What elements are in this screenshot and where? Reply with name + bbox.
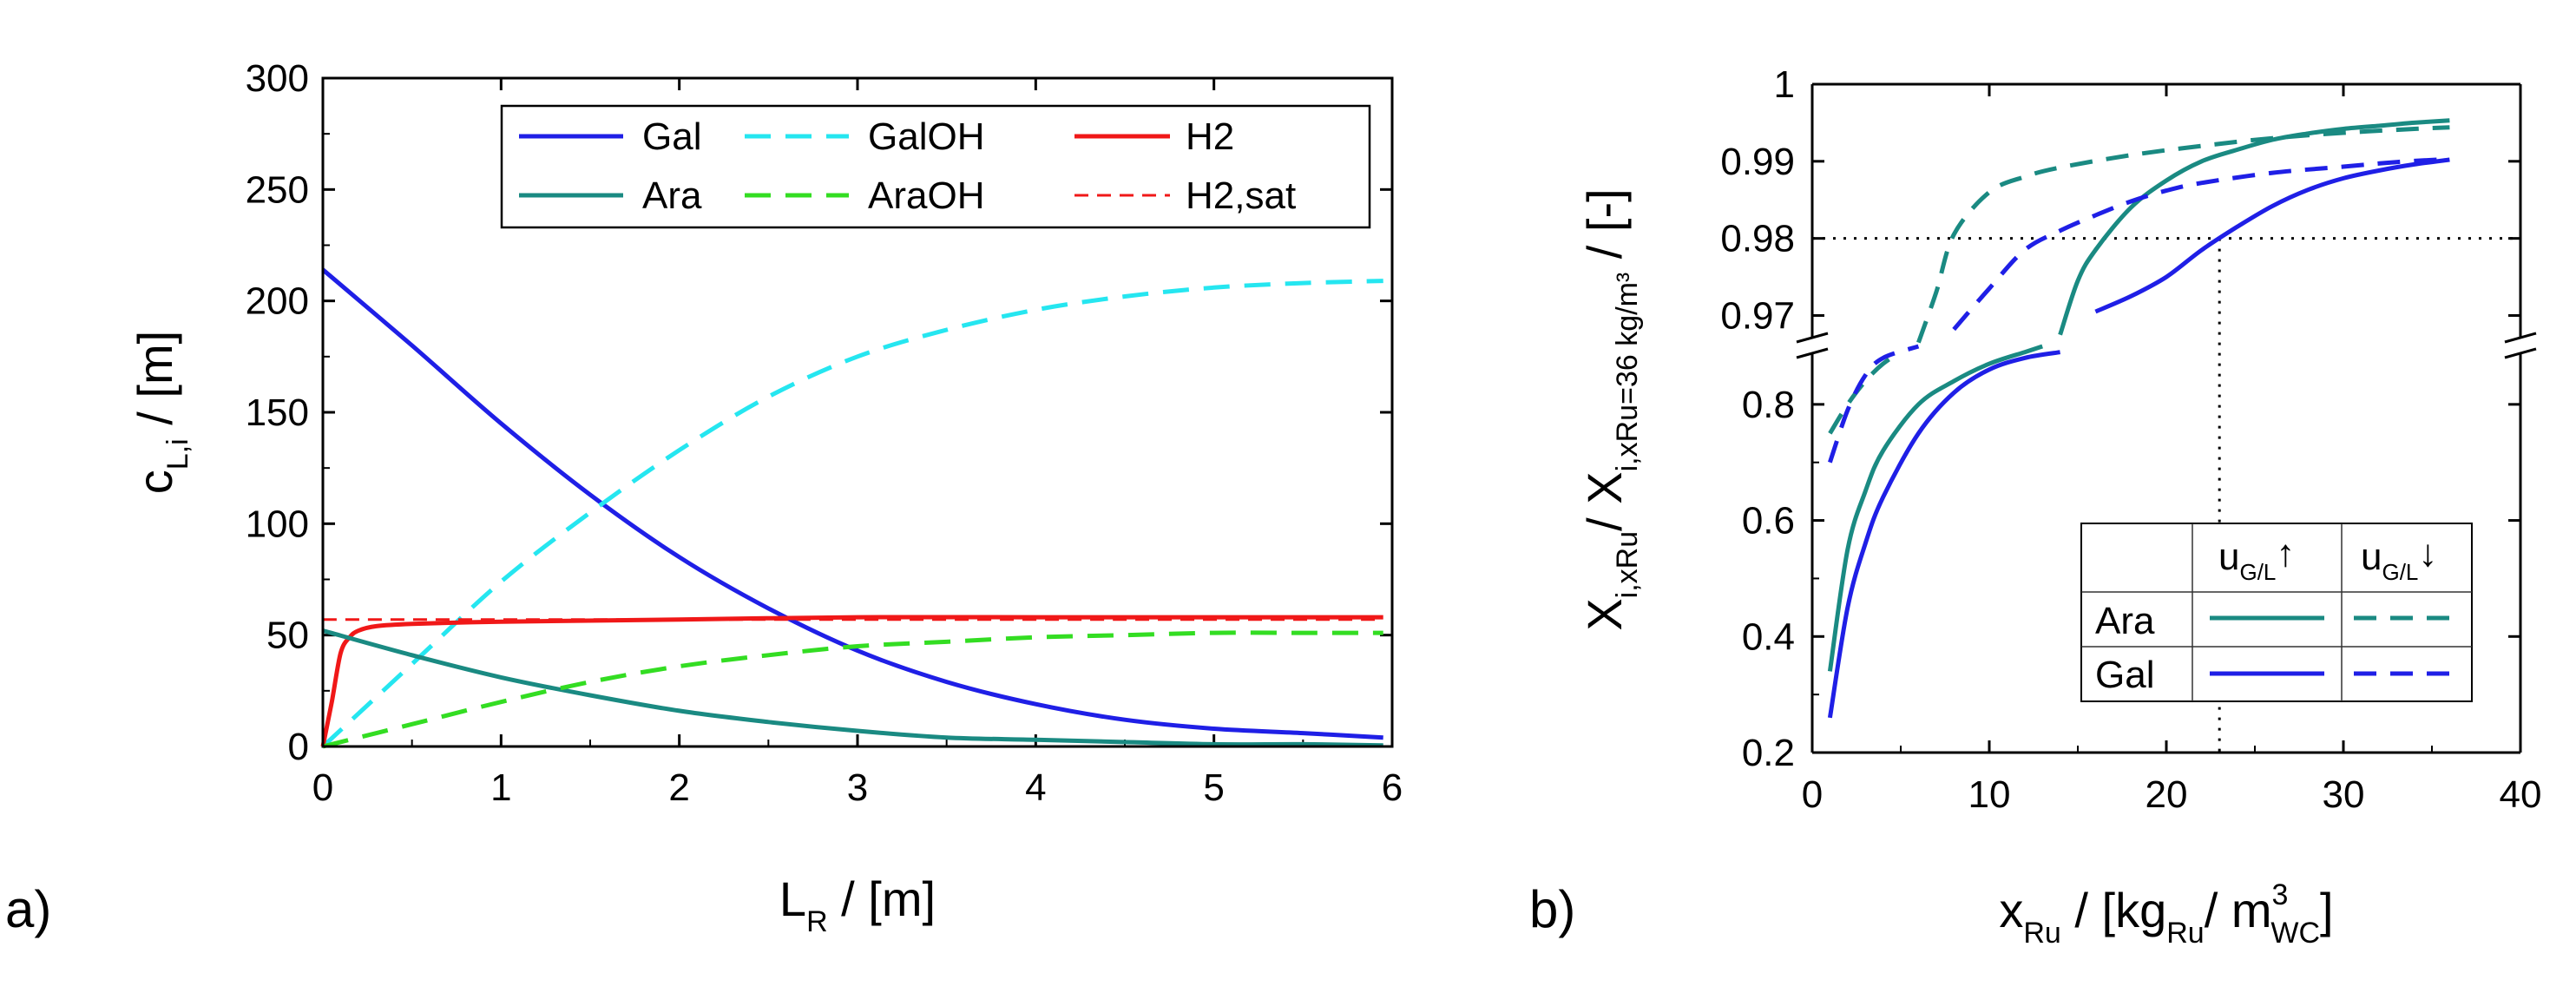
- legend-label-h2: H2: [1186, 115, 1234, 158]
- chart-a-legend: Gal GalOH H2 Ara AraOH H2,sat: [500, 104, 1371, 229]
- legend-frame: [500, 104, 1371, 229]
- y-tick-label: 0.6: [1742, 500, 1795, 543]
- panel-a-label: a): [5, 880, 51, 938]
- chart-b-legend-table: uG/L↑ uG/L↓ Ara Gal: [2080, 523, 2473, 702]
- series-line-gal: [321, 267, 1383, 740]
- y-tick-label: 0.97: [1720, 294, 1795, 337]
- x-tick-label: 20: [2146, 773, 2188, 816]
- legend-header-down: uG/L↓: [2361, 532, 2437, 585]
- y-tick-label: 0.98: [1720, 218, 1795, 260]
- y-tick-label: 0.8: [1742, 384, 1795, 426]
- x-tick-label: 6: [1382, 766, 1403, 809]
- y-tick-label: 1: [1774, 63, 1795, 106]
- legend-row-ara: Ara: [2095, 600, 2155, 642]
- x-tick-label: 5: [1203, 766, 1224, 809]
- x-tick-label: 4: [1025, 766, 1046, 809]
- x-tick-label: 3: [847, 766, 868, 809]
- chart-a-ylabel: cL,i / [m]: [128, 331, 194, 494]
- legend-row-gal: Gal: [2095, 654, 2154, 696]
- series-line-araoh: [322, 630, 1383, 749]
- y-tick-label: 300: [246, 57, 309, 100]
- series-line-ara: [322, 628, 1383, 748]
- chart-b: 0 10 20 30 40 0.2 0.4 0.6 0.8 0.97 0.98 0.99 1 uG/L↑…: [1529, 63, 2541, 950]
- y-tick-label: 0.4: [1742, 615, 1795, 658]
- x-tick-label: 40: [2500, 773, 2542, 816]
- series-line-galoh: [321, 279, 1383, 748]
- y-tick-label: 0.99: [1720, 141, 1795, 183]
- series-line-gal-u-g-l-lower: [1828, 344, 1920, 464]
- x-tick-label: 30: [2323, 773, 2365, 816]
- legend-label-galoh: GalOH: [868, 115, 984, 158]
- legend-label-ara: Ara: [642, 174, 702, 217]
- chart-a-xlabel: LR / [m]: [779, 871, 936, 938]
- y-tick-label: 0: [288, 726, 309, 768]
- axis-break-marks: [1796, 332, 2537, 359]
- x-tick-label: 0: [1802, 773, 1823, 816]
- x-tick-label: 1: [490, 766, 511, 809]
- series-line-gal-u-g-l-upper: [2094, 157, 2450, 314]
- legend-label-h2sat: H2,sat: [1186, 174, 1296, 217]
- chart-a: 0 1 2 3 4 5 6 0 50 100 150 200 250 300 Gal GalOH H2 A…: [5, 57, 1403, 938]
- x-tick-label: 0: [312, 766, 333, 809]
- series-line-h2: [320, 615, 1383, 747]
- chart-a-frame: [321, 76, 1394, 748]
- series-line-gal-u-g-l-upper: [1952, 156, 2450, 332]
- series-line-ara-u-g-l-upper: [2058, 118, 2450, 336]
- chart-b-ylabel: Xi,xRu/ Xi,xRu=36 kg/m³ / [-]: [1577, 188, 1644, 630]
- chart-b-xlabel: xRu / [kgRu/ m3 WC]: [1999, 878, 2333, 950]
- chart-b-frame: [1810, 82, 2522, 754]
- legend-label-araoh: AraOH: [868, 174, 984, 217]
- y-tick-label: 150: [246, 391, 309, 434]
- chart-b-tick-labels: 0 10 20 30 40 0.2 0.4 0.6 0.8 0.97 0.98 0.99 1: [1720, 63, 2541, 816]
- series-line-gal-u-g-l-lower: [1827, 350, 2060, 719]
- y-tick-label: 200: [246, 280, 309, 323]
- legend-label-gal: Gal: [642, 115, 701, 158]
- y-tick-label: 250: [246, 168, 309, 211]
- y-tick-label: 100: [246, 503, 309, 545]
- chart-b-series: [1827, 118, 2450, 719]
- series-line-ara-u-g-l-upper: [1916, 125, 2450, 344]
- series-line-ara-u-g-l-lower: [1828, 350, 1902, 435]
- chart-a-series: [320, 267, 1383, 749]
- x-tick-label: 2: [668, 766, 689, 809]
- y-tick-label: 0.2: [1742, 732, 1795, 774]
- series-line-ara-u-g-l-lower: [1827, 344, 2043, 672]
- legend-header-up: uG/L↑: [2218, 532, 2295, 585]
- x-tick-label: 10: [1968, 773, 2011, 816]
- y-tick-label: 50: [266, 615, 309, 657]
- panel-b-label: b): [1529, 880, 1575, 938]
- chart-a-tick-labels: 0 1 2 3 4 5 6 0 50 100 150 200 250 300: [246, 57, 1403, 809]
